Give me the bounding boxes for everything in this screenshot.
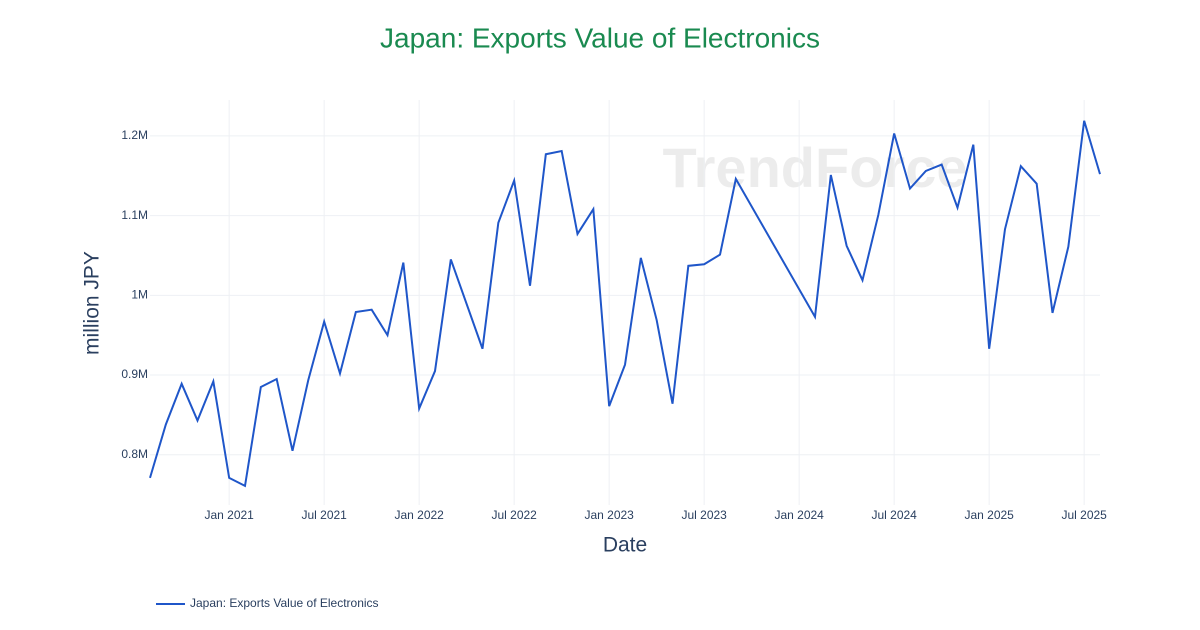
watermark: TrendForce [663, 136, 968, 199]
y-tick-label: 1.2M [121, 128, 148, 142]
x-tick-label: Jul 2024 [871, 508, 917, 522]
x-tick-label: Jan 2022 [394, 508, 444, 522]
chart-title: Japan: Exports Value of Electronics [380, 22, 820, 53]
x-tick-label: Jan 2023 [584, 508, 634, 522]
line-series [149, 120, 1101, 488]
y-axis-title: million JPY [81, 251, 104, 355]
x-tick-label: Jul 2021 [301, 508, 347, 522]
x-tick-label: Jan 2024 [774, 508, 824, 522]
x-tick-label: Jul 2025 [1061, 508, 1107, 522]
legend-label: Japan: Exports Value of Electronics [190, 596, 379, 610]
x-tick-label: Jul 2022 [491, 508, 537, 522]
x-tick-label: Jan 2025 [964, 508, 1014, 522]
x-tick-label: Jan 2021 [204, 508, 254, 522]
x-axis-title: Date [603, 534, 647, 557]
y-tick-label: 1M [131, 287, 148, 301]
x-tick-label: Jul 2023 [681, 508, 727, 522]
y-tick-label: 0.9M [121, 367, 148, 381]
y-tick-label: 1.1M [121, 208, 148, 222]
y-tick-label: 0.8M [121, 447, 148, 461]
